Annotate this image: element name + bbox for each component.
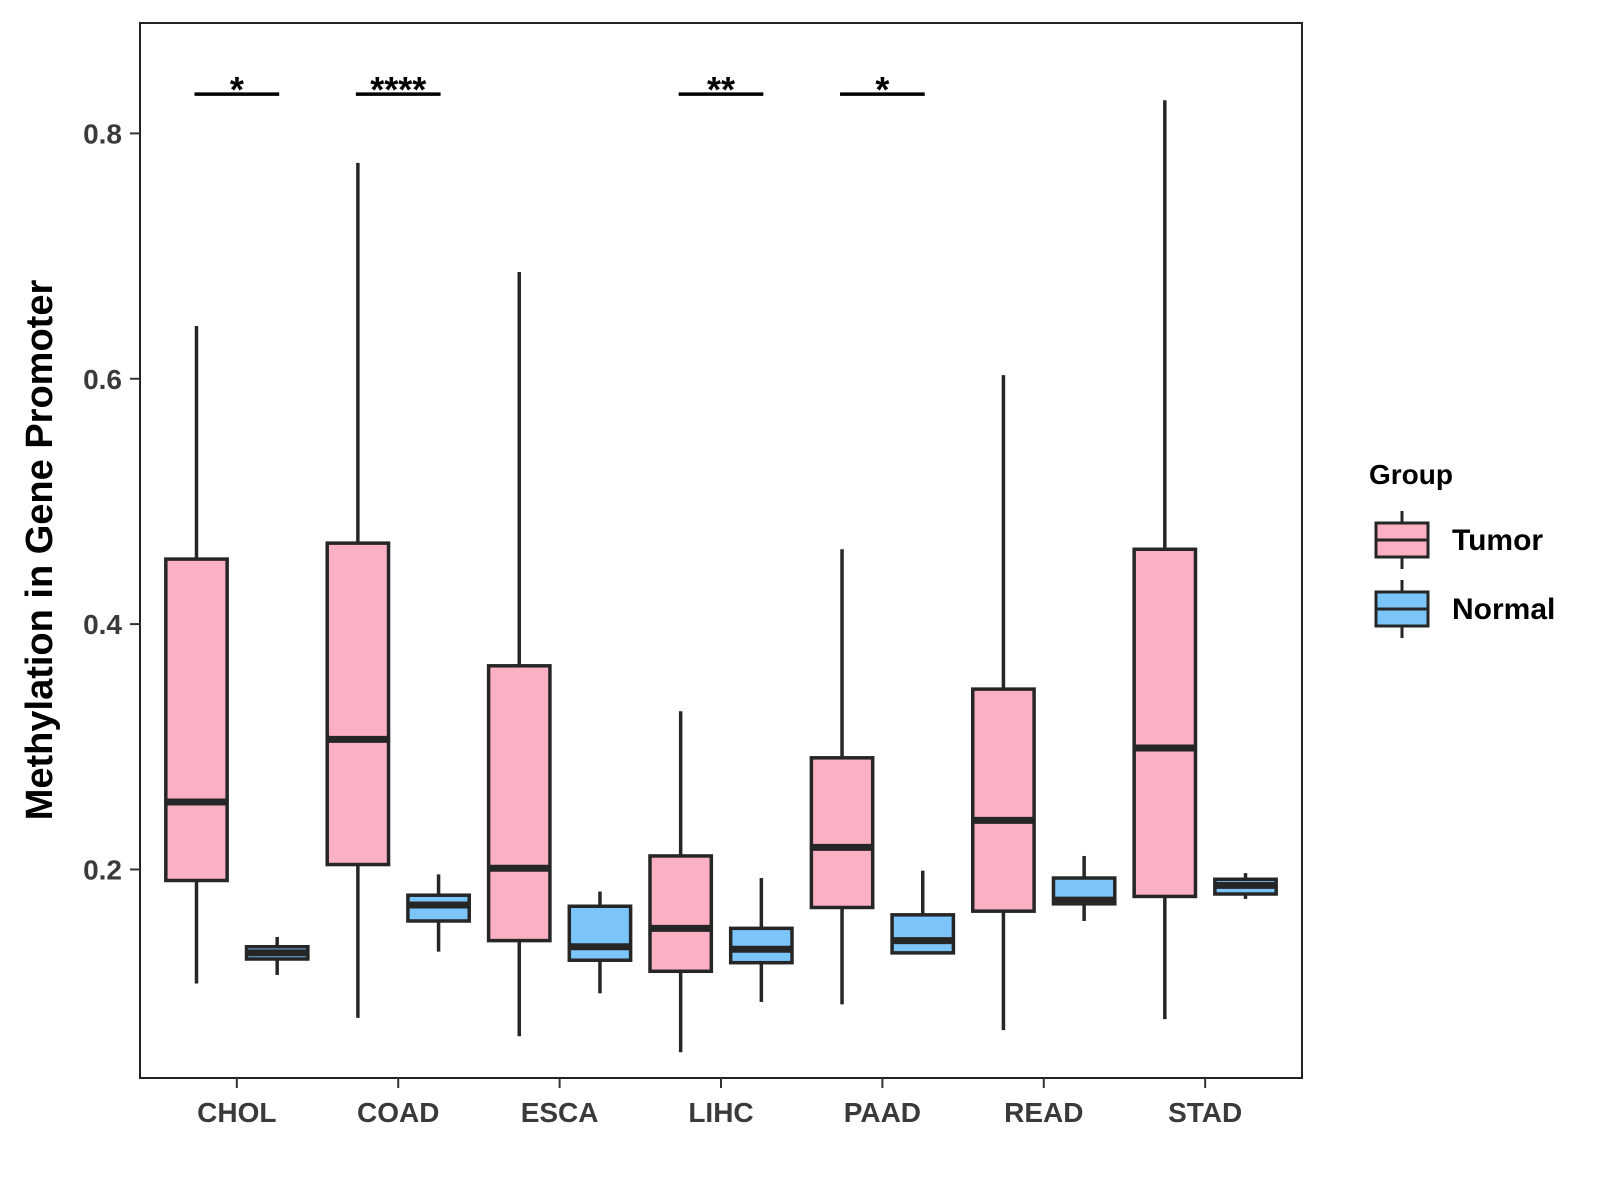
legend-label-normal: Normal (1452, 593, 1555, 626)
box-body (164, 557, 229, 883)
y-axis: 0.2 0.4 0.6 0.8 (83, 118, 140, 885)
y-axis-label: Methylation in Gene Promoter (19, 280, 61, 821)
box-body (648, 854, 714, 974)
significance-label-paad: * (875, 69, 889, 110)
x-axis: CHOL COAD ESCA LIHC PAAD READ STAD (197, 1078, 1242, 1128)
plot-panel-border (139, 22, 1303, 1079)
x-tick-label: READ (1004, 1097, 1083, 1128)
box-tumor-lihc (648, 711, 714, 1053)
box-body (971, 687, 1036, 913)
box-normal-coad (406, 874, 471, 952)
significance-label-lihc: ** (707, 69, 735, 110)
y-tick-label: 0.8 (83, 118, 122, 149)
box-tumor-esca (486, 272, 552, 1037)
legend: Group Tumor Normal (1369, 459, 1555, 638)
x-tick-label: STAD (1168, 1097, 1242, 1128)
x-tick-label: COAD (357, 1097, 439, 1128)
chart-marks (164, 100, 1278, 1053)
box-tumor-chol (164, 326, 229, 984)
box-normal-esca (567, 891, 633, 994)
box-body (567, 904, 633, 962)
box-body (728, 926, 794, 965)
box-normal-lihc (728, 878, 794, 1002)
box-normal-read (1051, 855, 1117, 921)
box-tumor-read (971, 375, 1036, 1031)
legend-keys: Tumor Normal (1374, 511, 1555, 638)
y-tick-label: 0.2 (83, 854, 122, 885)
x-tick-label: CHOL (197, 1097, 276, 1128)
box-body (890, 913, 956, 955)
legend-key-normal: Normal (1374, 580, 1555, 638)
significance-annotations: * **** ** * (194, 69, 925, 110)
legend-key-tumor: Tumor (1374, 511, 1543, 569)
box-normal-paad (890, 870, 956, 955)
significance-label-chol: * (230, 69, 244, 110)
box-body (1132, 547, 1198, 899)
legend-label-tumor: Tumor (1452, 524, 1543, 557)
box-body (809, 756, 875, 910)
x-tick-label: ESCA (521, 1097, 599, 1128)
box-body (486, 664, 552, 943)
x-tick-label: PAAD (844, 1097, 921, 1128)
significance-label-coad: **** (370, 69, 426, 110)
y-tick-label: 0.6 (83, 364, 122, 395)
box-tumor-paad (809, 549, 875, 1005)
box-body (325, 541, 391, 867)
box-tumor-stad (1132, 100, 1198, 1020)
legend-title: Group (1369, 459, 1453, 490)
x-tick-label: LIHC (688, 1097, 753, 1128)
y-tick-label: 0.4 (83, 609, 122, 640)
box-normal-stad (1213, 873, 1278, 899)
box-normal-chol (244, 936, 310, 975)
box-tumor-coad (325, 162, 391, 1018)
